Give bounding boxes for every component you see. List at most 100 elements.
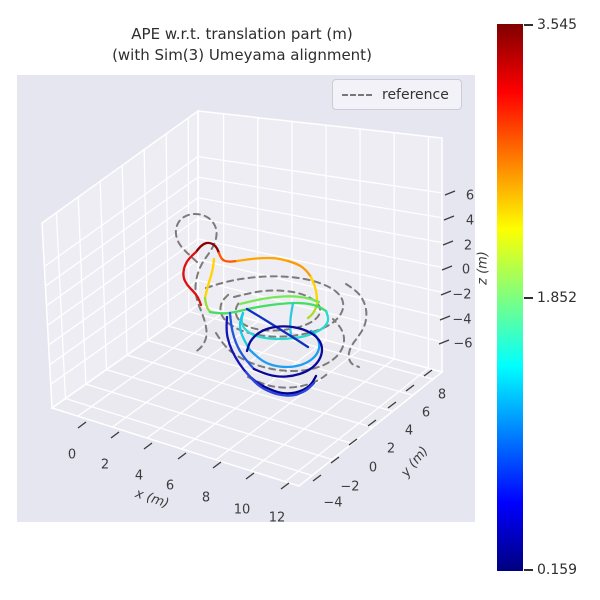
x-tick-label: 4 [134,468,144,484]
wall-grid-z [197,197,443,244]
floor-grid-y [168,325,414,396]
ape-path-segment [244,370,316,397]
z-tick-mark [440,290,452,296]
x-tick-mark [110,431,120,439]
ape-path-segment [261,374,318,395]
grid-lines [41,109,444,487]
ape-path-segment [245,307,310,349]
wall-grid-z [46,197,199,307]
floor-grid-y [65,397,313,477]
legend-dashed-line-sample [342,93,372,96]
x-tick-mark [245,472,255,480]
colorbar-tick-min-dash [524,569,533,571]
wall-grid-z [197,258,443,318]
floor-grid-x [181,339,327,450]
reference-path-segment [247,371,331,389]
x-tick-label: 8 [201,490,211,506]
ape-path-segment [228,311,256,371]
wall-grid-z [47,217,199,326]
reference-path-segment [345,283,368,368]
z-tick-label: 0 [461,262,471,278]
z-tick-mark [438,339,450,345]
y-tick-mark [367,419,377,427]
ape-path-segment [194,241,221,255]
floor-grid-y [188,310,434,380]
colorbar [497,24,523,571]
z-tick-mark [443,215,455,221]
x-tick-label: 10 [233,502,251,518]
ape-path-segment [286,259,313,279]
z-tick-label: 2 [463,238,473,254]
wall-grid-z [197,176,443,219]
ape-path-segment [203,296,212,314]
x-tick-mark [77,421,87,429]
wall-grid-z [197,238,443,293]
pane-edge [50,304,444,487]
y-tick-label: 0 [368,460,378,476]
ape-path-segment [182,250,203,307]
left-wall-grid-y [99,181,108,370]
ape-path-segment [238,295,321,306]
floor-grid-y [106,368,353,445]
plot-title-line1: APE w.r.t. translation part (m) [131,25,353,43]
colorbar-tick-max-dash [524,24,533,26]
wall-grid-z [197,279,443,343]
floor-grid-x [146,330,293,439]
z-tick-mark [439,315,451,321]
floor-grid-x [250,358,395,472]
z-tick-label: 6 [465,188,475,204]
x-tick-label: 12 [268,510,286,526]
colorbar-tick-min: 0.159 [524,562,577,578]
legend-label: reference [382,86,449,103]
y-tick-mark [330,456,340,464]
ape-path-segment [248,329,321,369]
floor-grid-x [284,367,429,483]
z-tick-label: 4 [465,213,475,229]
x-tick-mark [280,482,290,490]
z-tick-label: −2 [452,287,472,303]
colorbar-tick-max: 3.545 [524,17,577,33]
z-tick-label: −4 [452,312,472,328]
legend: reference [332,79,462,110]
floor-grid-x [215,348,361,461]
tick-marks [77,190,456,490]
y-tick-label: 4 [404,423,414,439]
y-tick-label: −4 [323,495,343,511]
reference-path-segment [174,212,218,354]
left-wall-grid-y [121,165,128,356]
z-tick-mark [441,265,453,271]
y-tick-mark [312,474,322,482]
plot-title-line2: (with Sim(3) Umeyama alignment) [112,46,372,64]
z-tick-mark [444,190,456,196]
z-axis-label: z (m) [475,251,491,285]
ape-path-segment [235,256,290,263]
y-tick-mark [348,438,358,446]
left-wall-grid-y [55,212,67,399]
y-tick-mark [405,384,415,392]
x-tick-label: 2 [100,457,110,473]
wall-grid-z [49,259,199,366]
wall-grid-z [197,155,443,194]
x-tick-label: 0 [67,447,77,463]
ape-path-segment [289,301,295,338]
y-tick-label: −2 [340,479,360,495]
x-tick-mark [143,442,153,450]
y-tick-label: 8 [437,387,447,403]
y-tick-label: 2 [386,441,396,457]
wall-grid-z [45,176,199,287]
ape-path-segment [203,257,216,300]
colorbar-tick-mid-dash [524,297,533,299]
x-tick-mark [177,452,187,460]
left-wall-grid-y [165,133,169,327]
ape-path-segment [309,275,319,307]
left-wall-grid-y [77,196,87,385]
ape-path-segment [245,325,324,378]
y-tick-label: 6 [421,405,431,421]
wall-grid-z [43,156,199,268]
wall-grid-z [50,279,199,385]
wall-grid-z [197,217,443,269]
y-tick-mark [387,401,397,409]
plot-title: APE w.r.t. translation part (m) (with Si… [0,24,484,66]
